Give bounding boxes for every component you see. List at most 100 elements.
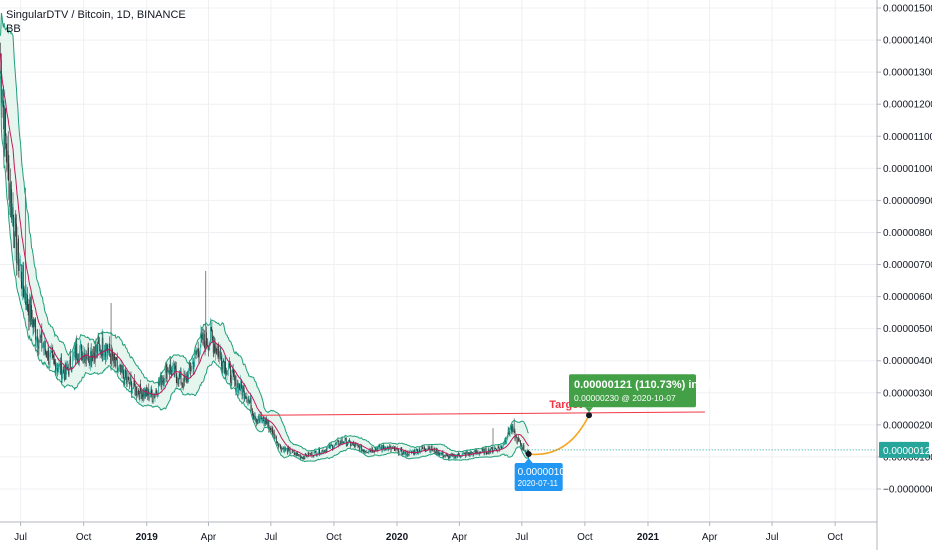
candle-body [423, 446, 425, 449]
y-tick-label: 0.00000700 [883, 260, 932, 271]
candle-body [385, 450, 387, 451]
candle-body [109, 353, 111, 358]
x-tick-label: Oct [577, 532, 593, 543]
candle-body [44, 340, 45, 349]
candle-body [177, 381, 179, 384]
candle-body [341, 439, 342, 444]
candle-body [357, 445, 359, 447]
x-tick-label: 2020 [386, 532, 409, 543]
x-tick-label: Oct [827, 532, 843, 543]
candle-body [289, 448, 291, 454]
candle-body [174, 365, 176, 376]
candle-body [98, 339, 100, 344]
candle-body [272, 430, 274, 436]
candle-body [297, 453, 298, 455]
candle-body [152, 401, 154, 402]
candle-body [66, 365, 67, 375]
candle-body [336, 440, 338, 443]
candle-body [376, 448, 378, 452]
candle-body [285, 448, 287, 450]
candle-body [172, 364, 174, 369]
candle-body [208, 346, 209, 351]
candle-body [169, 364, 171, 374]
candle-body [76, 343, 78, 359]
candle-body [138, 390, 139, 394]
candle-body [462, 453, 464, 455]
candle-body [298, 454, 300, 457]
current-price-badge[interactable] [879, 441, 929, 458]
candle-body [6, 157, 8, 171]
candle-body [228, 362, 230, 368]
candle-body [210, 327, 211, 343]
candle-body [227, 370, 229, 372]
candle-body [301, 456, 303, 458]
candle-body [243, 387, 244, 388]
candle-body [349, 439, 351, 442]
candle-body [59, 363, 61, 365]
candle-body [497, 446, 499, 452]
candle-body [201, 334, 202, 339]
candle-body [186, 376, 187, 383]
candle-body [280, 448, 282, 451]
candle-body [106, 345, 108, 351]
candle-body [389, 446, 391, 448]
candle-body [363, 450, 365, 453]
candle-body [85, 356, 87, 363]
candle-body [45, 350, 47, 353]
candle-body [178, 373, 180, 384]
candle-body [463, 453, 464, 454]
candle-body [151, 394, 153, 402]
target-badge[interactable] [569, 374, 697, 408]
candle-body [79, 351, 80, 363]
candle-body [321, 450, 323, 451]
candle-body [407, 451, 409, 456]
candle-body [193, 362, 195, 370]
candle-body [87, 347, 89, 359]
candle-body [251, 409, 253, 415]
candle-body [408, 455, 410, 456]
candle-body [26, 294, 28, 310]
candle-body [270, 428, 272, 432]
candle-body [474, 450, 475, 452]
candle-body [281, 447, 283, 451]
candle-body [269, 426, 271, 429]
entry-badge[interactable] [514, 463, 563, 492]
candle-body [322, 450, 324, 453]
candle-body [165, 364, 167, 369]
candle-body [522, 444, 524, 450]
candle-body [261, 418, 263, 422]
candle-body [315, 450, 316, 452]
candle-body [366, 451, 368, 453]
candle-body [191, 363, 193, 370]
candle-body [122, 369, 124, 373]
candle-body [69, 356, 71, 361]
candle-body [44, 340, 46, 351]
candle-body [147, 392, 148, 396]
candle-body [293, 451, 295, 455]
candle-body [96, 344, 98, 352]
target-line[interactable] [259, 411, 705, 416]
x-tick-label: Oct [76, 532, 92, 543]
candle-body [236, 387, 237, 392]
indicator-label: BB [6, 23, 21, 35]
candle-body [379, 445, 381, 449]
candle-body [469, 451, 471, 456]
candle-body [144, 389, 146, 397]
candle-body [179, 371, 181, 377]
candle-body [223, 360, 224, 363]
candle-body [252, 414, 254, 415]
candle-body [118, 366, 120, 368]
candle-body [88, 347, 89, 362]
y-tick-label: 0.00001500 [883, 4, 932, 15]
candle-body [361, 449, 363, 452]
candle-body [173, 364, 175, 376]
candle-body [40, 335, 41, 338]
candle-body [374, 448, 376, 452]
candle-body [241, 387, 243, 396]
candle-body [300, 456, 302, 459]
candle-body [370, 450, 372, 453]
candle-body [520, 440, 521, 446]
candle-body [404, 452, 405, 455]
candle-body [376, 448, 377, 450]
